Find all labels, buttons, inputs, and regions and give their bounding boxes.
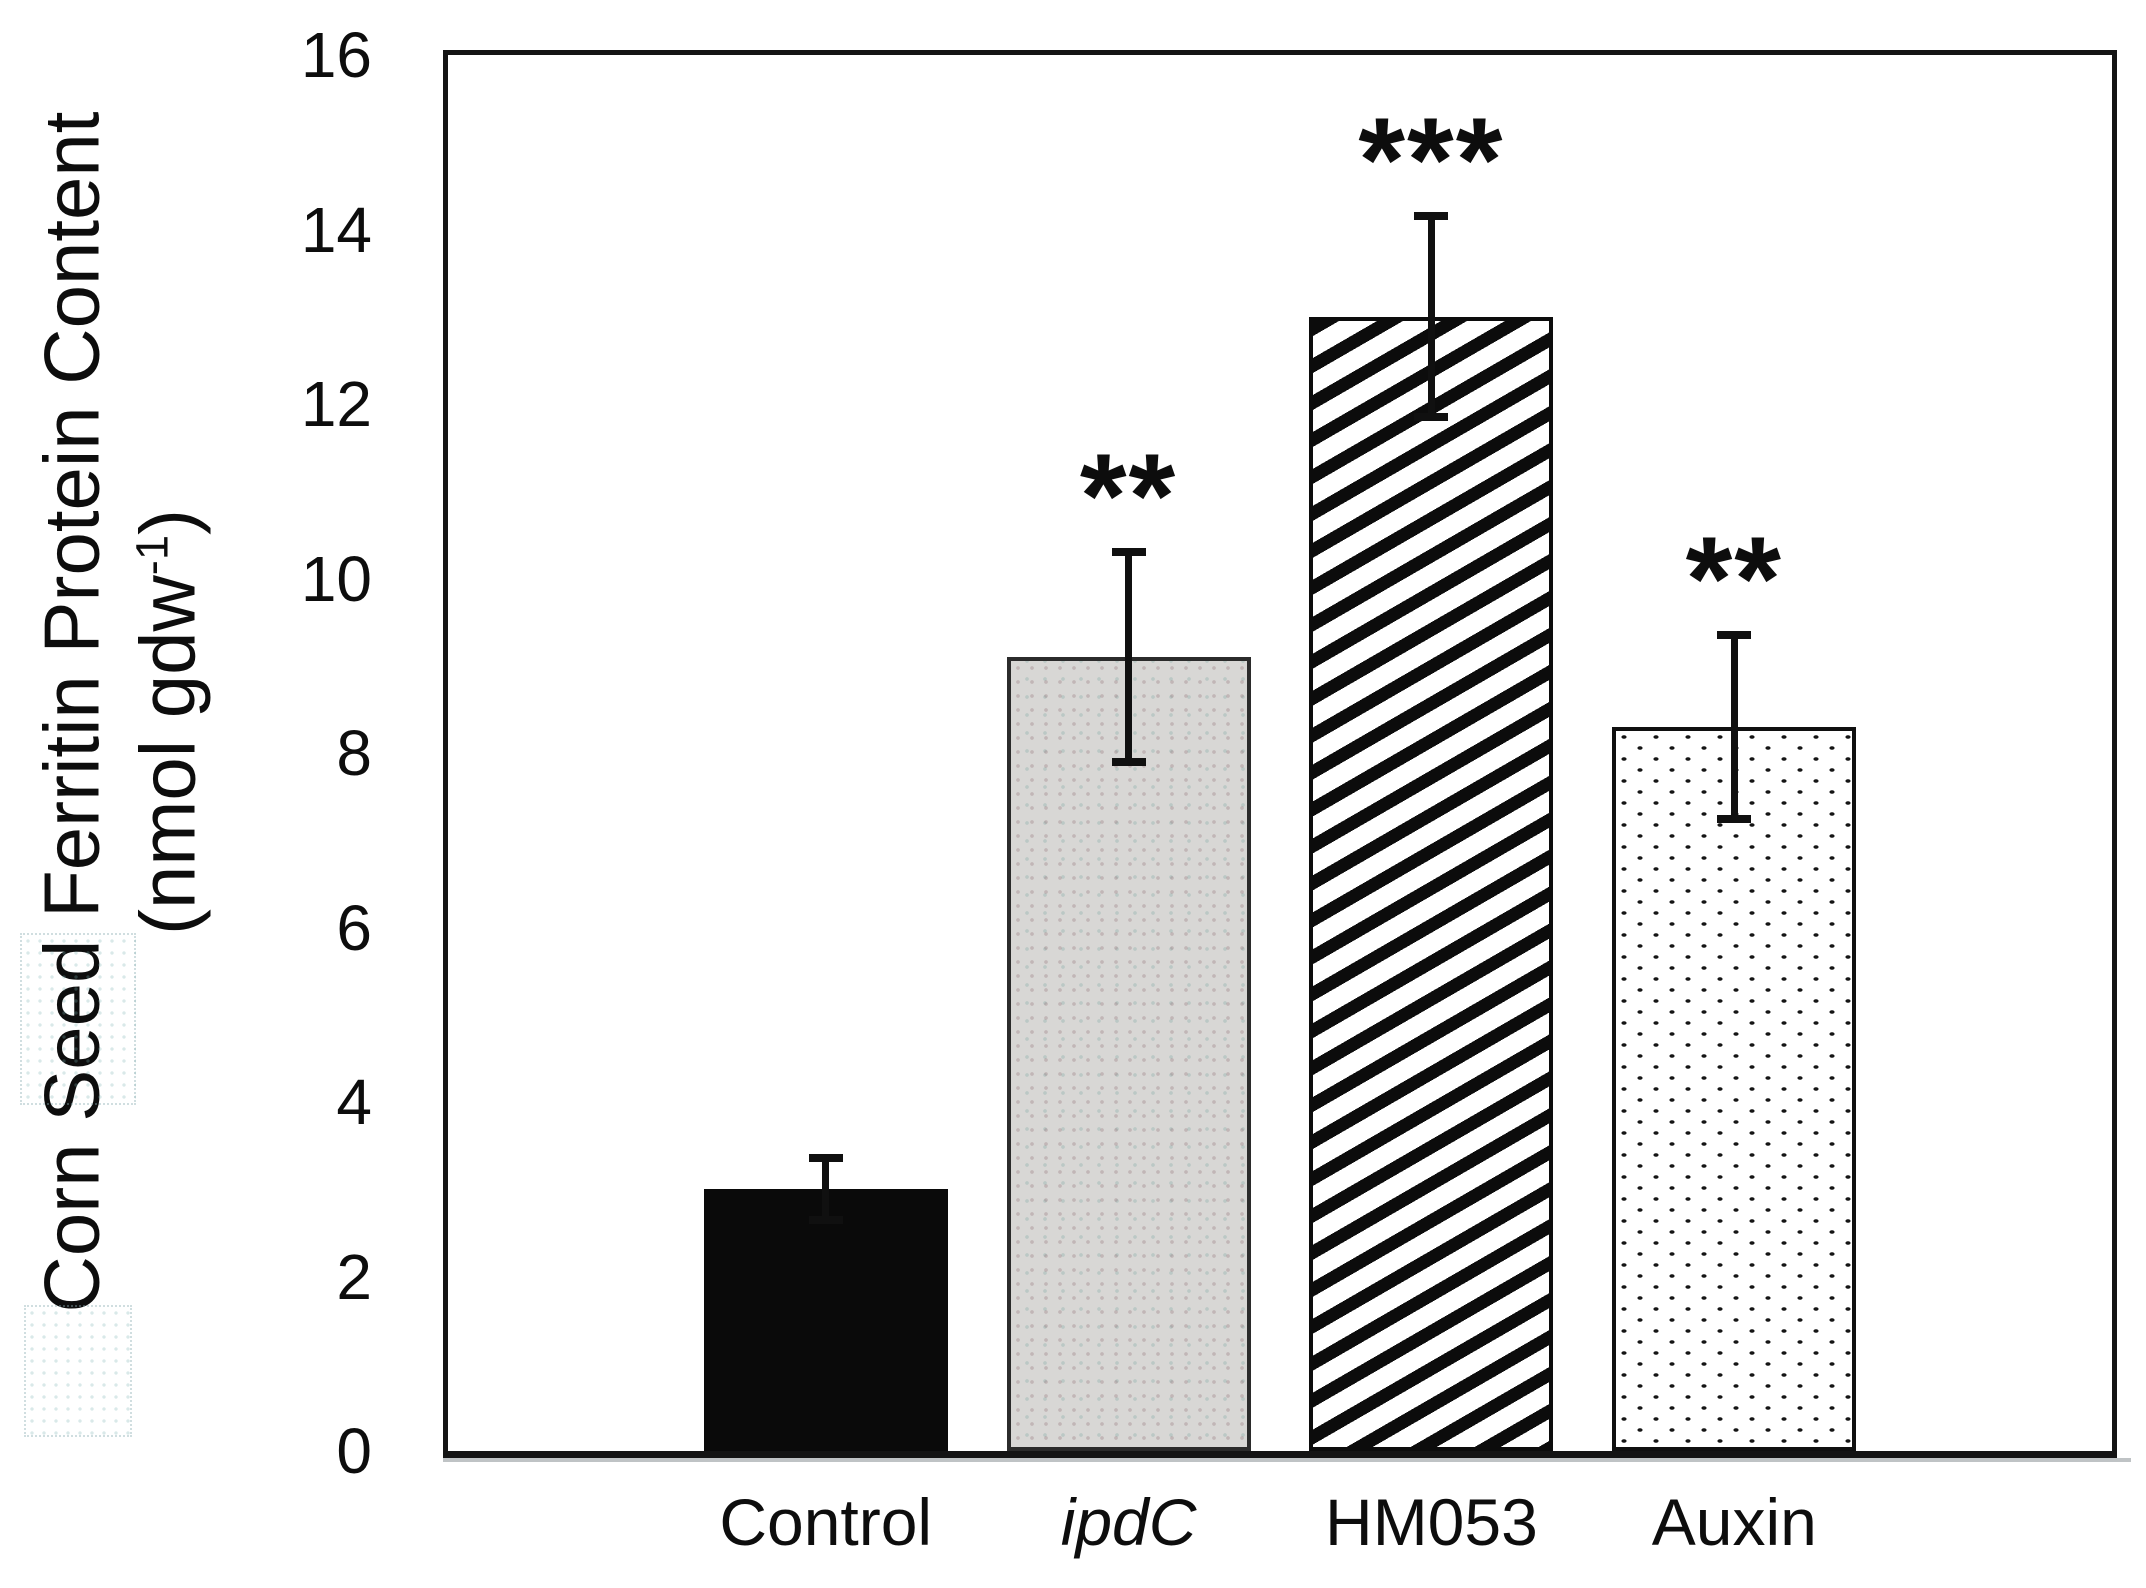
y-tick-label: 2 — [336, 1240, 372, 1313]
y-tick-label: 6 — [336, 891, 372, 964]
plot-inner: ** *** ** — [448, 55, 2112, 1451]
y-tick-label: 16 — [300, 19, 372, 91]
y-axis-tick-labels: 0 2 4 6 8 10 12 14 16 — [0, 0, 430, 1588]
y-tick-label: 14 — [300, 193, 372, 266]
x-axis-category-labels: Control ipdC HM053 Auxin — [448, 1484, 2112, 1584]
y-tick-label: 8 — [336, 717, 372, 789]
y-tick-label: 4 — [336, 1066, 372, 1138]
error-bar-top-cap-hm053 — [1414, 212, 1449, 221]
error-bar-auxin — [1730, 630, 1738, 823]
error-bar-top-cap-auxin — [1717, 630, 1752, 639]
y-tick-label: 0 — [336, 1415, 372, 1487]
x-category-label-ipdc: ipdC — [1060, 1485, 1197, 1559]
bar-ipdc — [1006, 657, 1251, 1451]
scan-artifact — [24, 1305, 132, 1437]
error-bar-hm053 — [1427, 212, 1435, 422]
x-category-label-auxin: Auxin — [1651, 1485, 1817, 1559]
plot-area: ** *** ** — [443, 50, 2117, 1458]
x-category-label-hm053: HM053 — [1325, 1485, 1538, 1559]
x-category-label-control: Control — [719, 1485, 933, 1559]
error-bar-bottom-cap-ipdc — [1111, 758, 1146, 767]
bar-control — [703, 1189, 948, 1451]
error-bar-bottom-cap-auxin — [1717, 814, 1752, 823]
error-bar-ipdc — [1125, 547, 1133, 767]
scan-artifact — [20, 933, 136, 1105]
error-bar-top-cap-ipdc — [1111, 547, 1146, 556]
error-bar-control — [822, 1154, 830, 1225]
bar-hm053 — [1309, 316, 1554, 1451]
error-bar-bottom-cap-hm053 — [1414, 413, 1449, 422]
y-tick-label: 10 — [300, 542, 372, 615]
significance-stars-hm053: *** — [1358, 93, 1505, 228]
error-bar-bottom-cap-control — [808, 1216, 843, 1225]
y-tick-label: 12 — [300, 368, 372, 440]
bar-auxin — [1612, 726, 1857, 1451]
significance-stars-ipdc: ** — [1079, 428, 1178, 563]
error-bar-top-cap-control — [808, 1154, 843, 1163]
x-axis-shadow-line — [443, 1458, 2131, 1462]
significance-stars-auxin: ** — [1685, 511, 1783, 646]
